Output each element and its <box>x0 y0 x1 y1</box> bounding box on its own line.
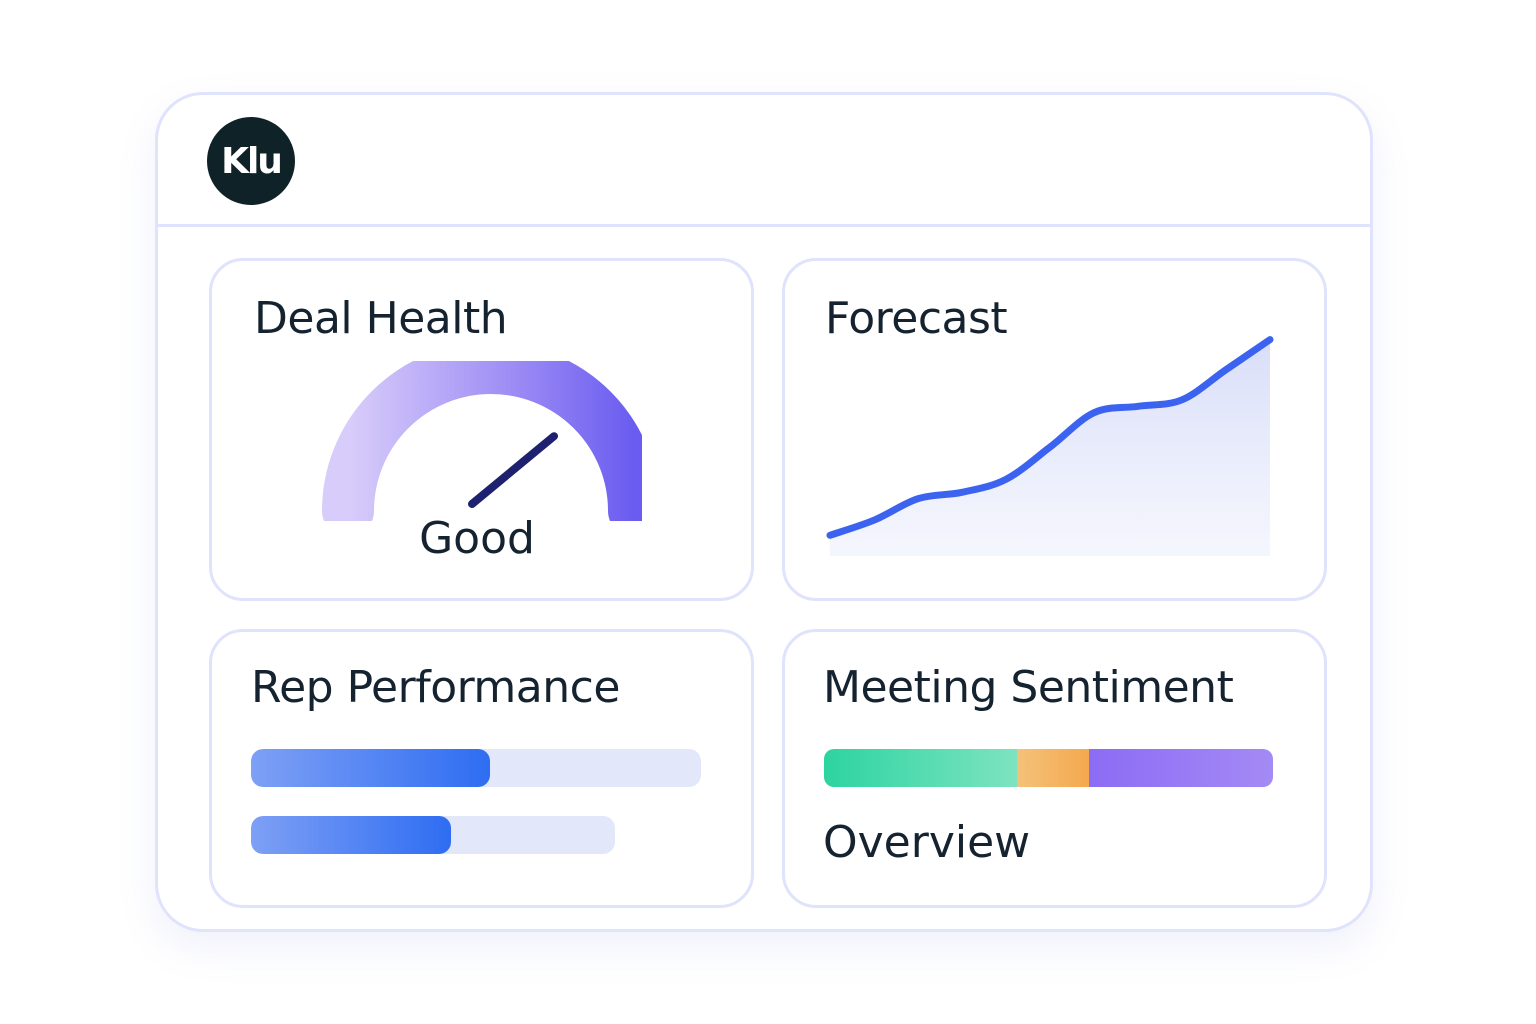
sentiment-overview-label: Overview <box>823 817 1031 868</box>
sentiment-bar <box>824 749 1273 787</box>
gauge-arc <box>322 361 642 521</box>
gauge-needle-icon <box>468 432 558 508</box>
klu-logo-icon[interactable]: Klu <box>207 117 295 205</box>
forecast-line <box>826 336 1274 539</box>
deal-health-card[interactable]: Deal Health Good <box>209 258 754 601</box>
rep-bar-track <box>251 816 615 854</box>
forecast-title: Forecast <box>825 293 1008 344</box>
rep-bar-track <box>251 749 701 787</box>
rep-bar-fill <box>251 816 452 854</box>
forecast-card[interactable]: Forecast <box>782 258 1327 601</box>
app-header: Klu <box>158 95 1370 227</box>
rep-performance-title: Rep Performance <box>251 662 620 713</box>
forecast-chart <box>826 336 1274 556</box>
dashboard-window: Klu Deal Health Good Forecast <box>155 92 1373 932</box>
rep-performance-card[interactable]: Rep Performance <box>209 629 754 908</box>
sentiment-segment <box>1017 749 1089 787</box>
sentiment-segment <box>824 749 1018 787</box>
rep-bar-fill <box>251 749 490 787</box>
sentiment-segment <box>1088 749 1273 787</box>
meeting-sentiment-title: Meeting Sentiment <box>823 662 1234 713</box>
deal-health-status: Good <box>419 513 535 564</box>
deal-health-gauge <box>322 361 642 521</box>
meeting-sentiment-card[interactable]: Meeting Sentiment Overview <box>782 629 1327 908</box>
deal-health-title: Deal Health <box>254 293 508 344</box>
